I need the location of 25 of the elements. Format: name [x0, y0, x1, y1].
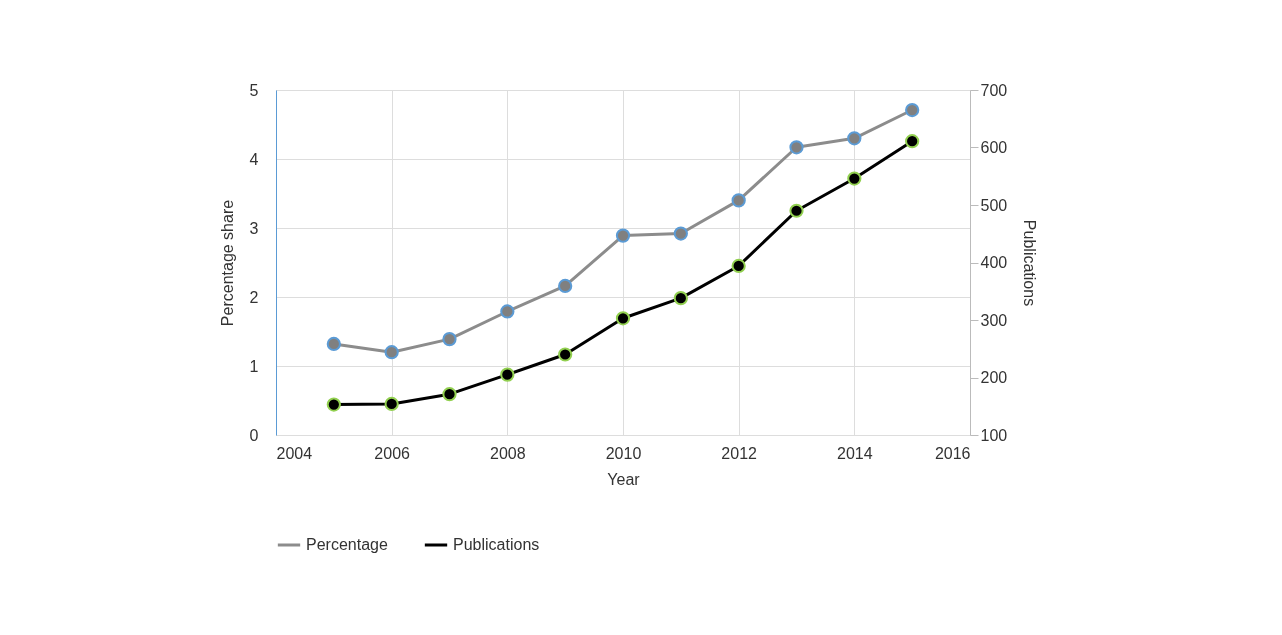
x-tick-label: 2014	[837, 444, 873, 462]
legend-label: Publications	[453, 536, 540, 553]
y2-tick-label: 500	[980, 196, 1008, 214]
y-tick-label: 5	[249, 81, 259, 99]
legend-label: Percentage	[306, 536, 388, 553]
y-tick-label: 2	[249, 288, 259, 306]
y2-axis-title: Publications	[1021, 219, 1039, 307]
y2-tick-label: 400	[980, 254, 1008, 271]
y2-tick-label: 100	[980, 426, 1008, 444]
y2-tick-label: 200	[980, 369, 1008, 386]
x-tick-label: 2006	[374, 444, 411, 462]
y2-tick-label: 600	[980, 139, 1008, 156]
x-axis-title: Year	[607, 470, 641, 488]
y-tick-label: 3	[249, 219, 259, 237]
x-tick-label: 2012	[721, 444, 758, 462]
x-tick-label: 2004	[276, 444, 313, 462]
y-tick-label: 1	[249, 357, 259, 375]
x-tick-label: 2016	[934, 444, 971, 462]
y2-tick-label: 700	[980, 81, 1008, 99]
x-tick-label: 2008	[490, 444, 526, 462]
y-tick-label: 4	[249, 150, 259, 168]
y-tick-label: 0	[249, 426, 259, 444]
y-axis-title: Percentage share	[218, 199, 236, 327]
x-tick-label: 2010	[605, 444, 642, 462]
y2-tick-label: 300	[980, 311, 1008, 329]
